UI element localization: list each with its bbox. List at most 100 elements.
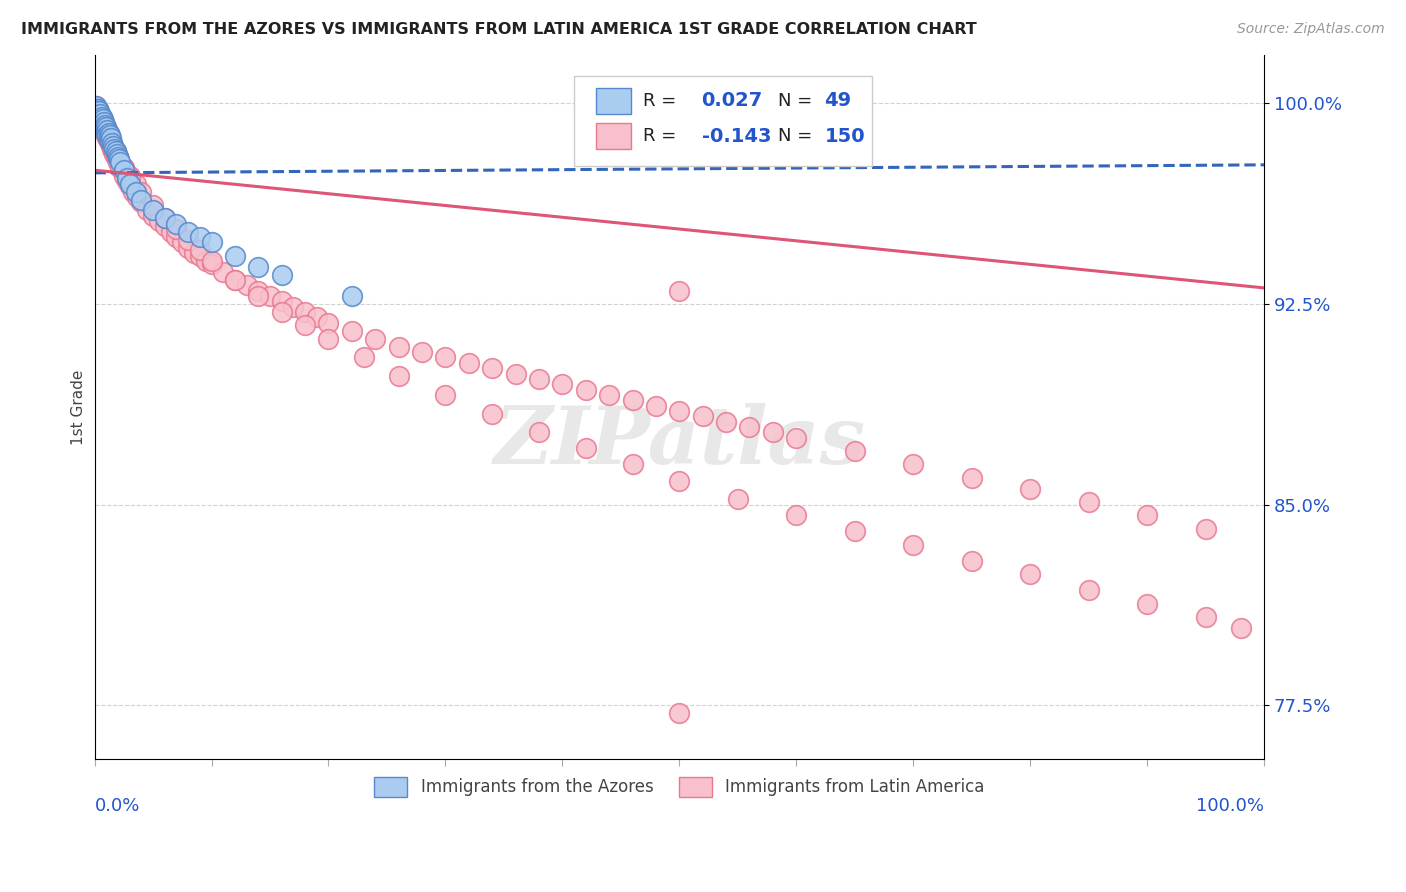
- Point: [1194, 522, 1216, 536]
- Point: [762, 425, 785, 440]
- Point: [93, 120, 115, 135]
- Point: [844, 524, 866, 539]
- Point: [103, 139, 125, 153]
- Point: [1077, 495, 1099, 509]
- Point: [93, 118, 115, 132]
- Point: [89, 107, 111, 121]
- Point: [200, 257, 222, 271]
- Point: [294, 318, 316, 333]
- Point: [101, 139, 124, 153]
- Point: [97, 128, 120, 143]
- Point: [844, 444, 866, 458]
- Point: [97, 131, 120, 145]
- Point: [411, 345, 433, 359]
- Point: [785, 508, 807, 523]
- Point: [364, 332, 387, 346]
- Point: [87, 104, 110, 119]
- Point: [621, 393, 644, 408]
- Point: [200, 235, 222, 250]
- Point: [90, 118, 112, 132]
- Point: [575, 442, 598, 456]
- Point: [131, 193, 153, 207]
- Point: [90, 115, 112, 129]
- Point: [87, 107, 110, 121]
- Text: N =: N =: [778, 92, 817, 110]
- Point: [142, 203, 165, 218]
- Text: -0.143: -0.143: [702, 127, 770, 145]
- Point: [283, 300, 305, 314]
- Point: [112, 163, 135, 178]
- Point: [340, 324, 363, 338]
- Point: [270, 294, 292, 309]
- Point: [84, 99, 107, 113]
- Point: [388, 369, 411, 384]
- Point: [353, 351, 375, 365]
- Point: [270, 268, 292, 282]
- Point: [107, 150, 129, 164]
- Point: [388, 340, 411, 354]
- Point: [177, 241, 200, 255]
- Point: [118, 169, 141, 183]
- Point: [148, 214, 170, 228]
- Point: [692, 409, 714, 424]
- Point: [200, 254, 222, 268]
- Point: [90, 110, 112, 124]
- Point: [527, 372, 550, 386]
- Point: [153, 211, 176, 226]
- Point: [89, 110, 111, 124]
- Point: [87, 104, 110, 119]
- Point: [110, 155, 132, 169]
- Point: [86, 104, 108, 119]
- Bar: [596, 87, 631, 114]
- Point: [165, 230, 187, 244]
- Point: [165, 222, 187, 236]
- Point: [101, 142, 124, 156]
- Point: [91, 118, 114, 132]
- Point: [104, 145, 127, 159]
- Point: [142, 198, 165, 212]
- Point: [89, 112, 111, 127]
- Point: [98, 136, 121, 151]
- Point: [188, 230, 211, 244]
- Point: [224, 273, 246, 287]
- Point: [212, 265, 235, 279]
- Point: [1077, 583, 1099, 598]
- Point: [91, 115, 114, 129]
- Point: [153, 211, 176, 226]
- Point: [259, 289, 281, 303]
- Point: [84, 102, 107, 116]
- Point: [107, 150, 129, 164]
- Point: [96, 123, 118, 137]
- Point: [104, 145, 127, 159]
- Point: [94, 123, 117, 137]
- Point: [87, 102, 110, 116]
- Point: [86, 102, 108, 116]
- Point: [98, 131, 121, 145]
- Point: [97, 134, 120, 148]
- Text: 0.027: 0.027: [702, 91, 763, 111]
- Point: [235, 278, 257, 293]
- Point: [89, 107, 111, 121]
- Point: [107, 155, 129, 169]
- Point: [112, 161, 135, 175]
- Point: [94, 120, 117, 135]
- Text: 150: 150: [824, 127, 865, 145]
- Point: [575, 383, 598, 397]
- Point: [93, 115, 115, 129]
- Point: [91, 115, 114, 129]
- Point: [125, 190, 148, 204]
- Point: [108, 153, 131, 167]
- Point: [89, 112, 111, 127]
- Point: [131, 185, 153, 199]
- Point: [93, 123, 115, 137]
- Point: [318, 332, 340, 346]
- FancyBboxPatch shape: [574, 76, 872, 166]
- Point: [89, 110, 111, 124]
- Point: [738, 420, 761, 434]
- Point: [89, 104, 111, 119]
- Point: [96, 128, 118, 143]
- Point: [118, 179, 141, 194]
- Point: [551, 377, 574, 392]
- Point: [294, 305, 316, 319]
- Point: [97, 128, 120, 143]
